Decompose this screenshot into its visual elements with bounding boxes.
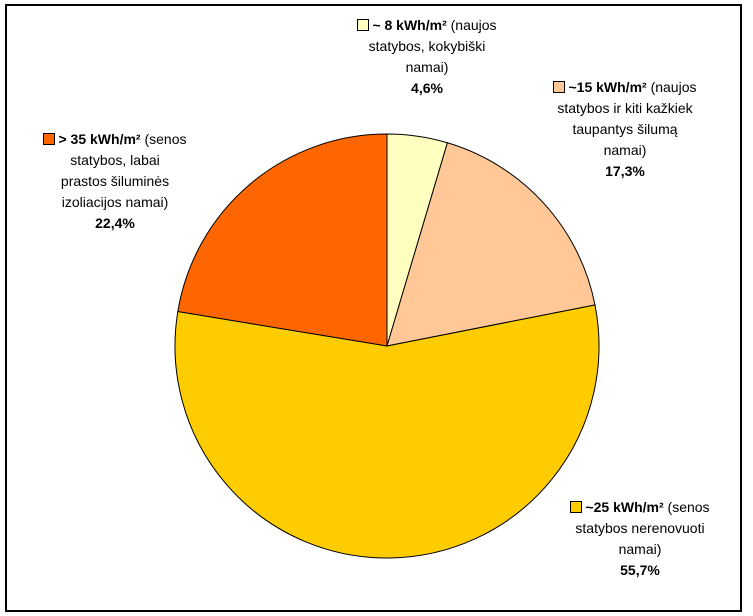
legend-swatch (357, 19, 370, 31)
pie-slice-25kwh (174, 304, 600, 559)
slice-label-35kwh: > 35 kWh/m² (senos statybos, labai prast… (20, 129, 210, 234)
slice-label-25kwh: ~25 kWh/m² (senos statybos nerenovuoti n… (545, 497, 735, 581)
percent-label: 17,3% (605, 163, 645, 179)
percent-label: 4,6% (411, 80, 443, 96)
chart-frame: ~ 8 kWh/m² (naujos statybos, kokybiški n… (5, 4, 742, 612)
legend-swatch (570, 501, 583, 513)
percent-label: 22,4% (95, 215, 135, 231)
legend-swatch (43, 133, 56, 145)
slice-label-8kwh: ~ 8 kWh/m² (naujos statybos, kokybiški n… (327, 15, 527, 99)
slice-label-15kwh: ~15 kWh/m² (naujos statybos ir kiti kažk… (525, 77, 725, 182)
pie-slice-15kwh (386, 142, 596, 347)
pie-slice-35kwh (177, 133, 388, 347)
percent-label: 55,7% (620, 562, 660, 578)
pie-chart (174, 133, 600, 559)
legend-swatch (553, 81, 566, 93)
